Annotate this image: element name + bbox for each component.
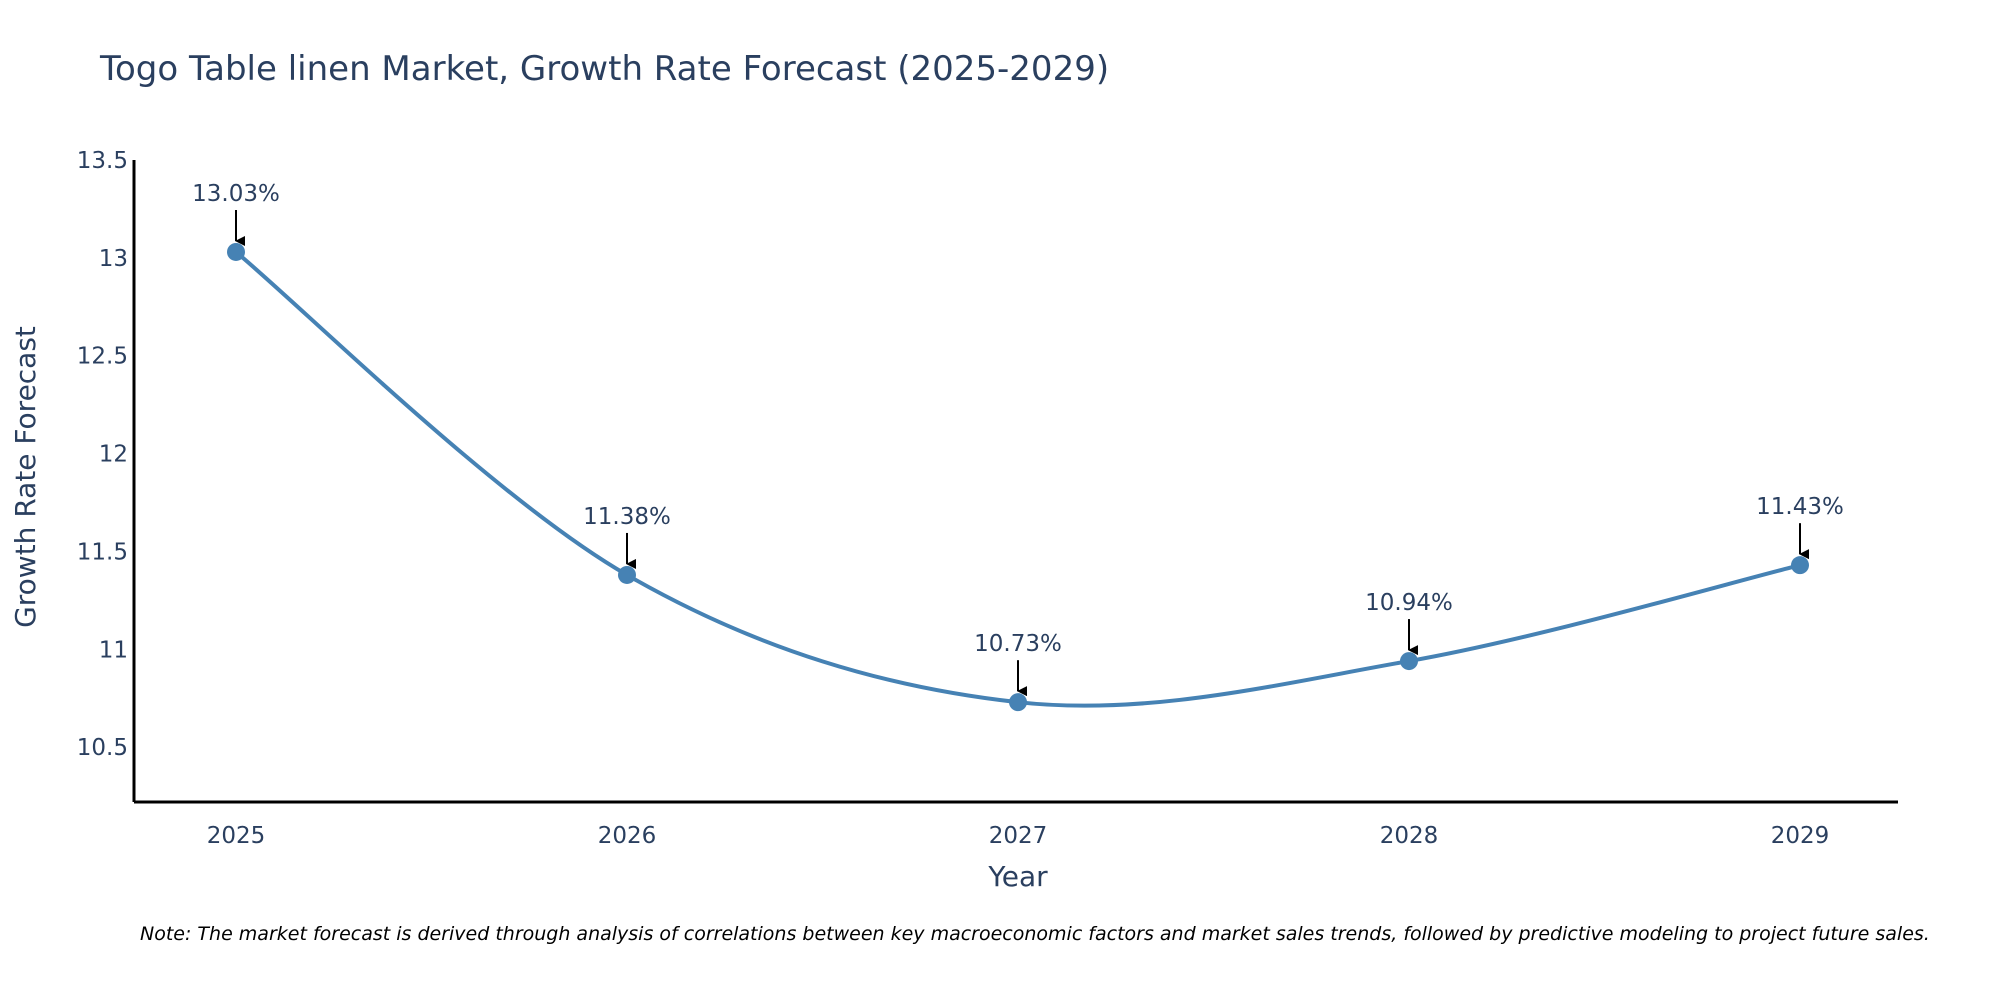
x-axis-title: Year xyxy=(987,860,1048,893)
data-point-2028[interactable] xyxy=(1400,652,1418,671)
y-tick-label: 11.5 xyxy=(77,539,128,565)
x-tick-label: 2029 xyxy=(1771,823,1830,849)
data-label-2027: 10.73% xyxy=(974,631,1062,657)
y-tick-label: 13.5 xyxy=(77,148,128,174)
y-tick-label: 12.5 xyxy=(77,344,128,370)
x-tick-label: 2026 xyxy=(598,823,657,849)
data-point-2025[interactable] xyxy=(227,242,245,261)
series-line xyxy=(234,250,1801,708)
x-axis: 2025 2026 2027 2028 2029 xyxy=(134,800,1898,849)
x-tick-label: 2027 xyxy=(989,823,1048,849)
y-tick-label: 13 xyxy=(99,246,128,272)
y-tick-label: 11 xyxy=(99,637,128,663)
data-point-2027[interactable] xyxy=(1009,693,1027,712)
y-axis: 10.5 11 11.5 12 12.5 13 13.5 xyxy=(77,148,136,802)
data-label-2028: 10.94% xyxy=(1365,590,1453,616)
data-point-2029[interactable] xyxy=(1791,556,1809,575)
data-point-2026[interactable] xyxy=(618,565,636,584)
data-annotations: 13.03% 11.38% 10.73% 10.94% 11.43% xyxy=(192,181,1844,697)
data-label-2025: 13.03% xyxy=(192,181,280,207)
y-tick-label: 10.5 xyxy=(77,735,128,761)
data-label-2029: 11.43% xyxy=(1756,494,1844,520)
x-tick-label: 2025 xyxy=(207,823,266,849)
footnote: Note: The market forecast is derived thr… xyxy=(140,923,1930,945)
data-label-2026: 11.38% xyxy=(583,504,671,530)
chart-title: Togo Table linen Market, Growth Rate For… xyxy=(99,49,1109,89)
y-axis-title: Growth Rate Forecast xyxy=(9,326,42,628)
x-tick-label: 2028 xyxy=(1380,823,1439,849)
y-tick-label: 12 xyxy=(99,442,128,468)
series-growth-rate xyxy=(227,242,1809,712)
